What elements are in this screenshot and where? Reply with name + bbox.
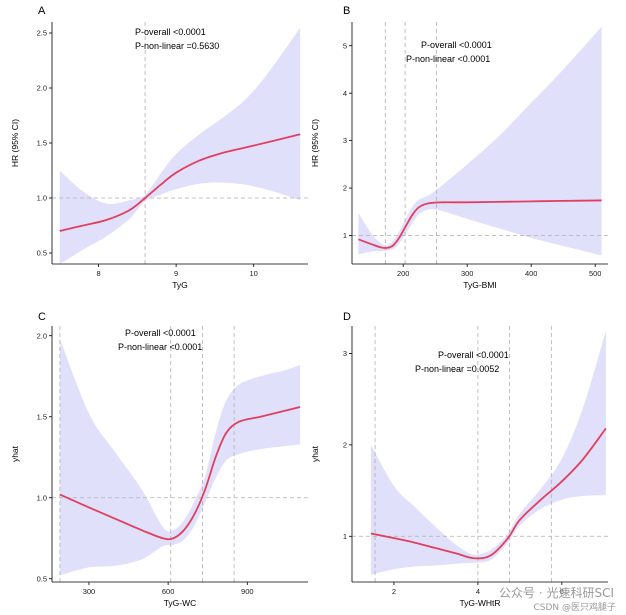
hr-curve: [59, 133, 301, 232]
panel-letter: C: [38, 311, 46, 323]
x-axis-title: TyG-WHtR: [459, 598, 500, 608]
x-tick-label: 400: [525, 269, 538, 278]
x-tick-label: 200: [397, 269, 410, 278]
y-tick-label: 2: [343, 440, 347, 449]
p-nonlinear-label: P-non-linear =0.5630: [135, 41, 219, 51]
p-nonlinear-label: P-non-linear =0.0052: [415, 364, 499, 374]
panel-a: A 8 9 10 0.5 1.0 1.5 2.0 2.5 TyG HR (95% CI) P-over…: [10, 5, 308, 290]
p-overall-label: P-overall <0.0001: [421, 40, 492, 50]
watermark-main: 公众号 · 光速科研SCI: [499, 586, 614, 600]
x-axis-title: TyG-BMI: [463, 280, 497, 290]
y-axis-title: HR (95% CI): [310, 119, 320, 167]
y-tick-label: 4: [343, 89, 347, 98]
watermark-sub: CSDN @医只鸡腿子: [533, 603, 616, 613]
y-tick-label: 1.5: [37, 412, 47, 421]
confidence-band: [59, 338, 301, 576]
x-tick-label: 2: [392, 587, 396, 596]
confidence-band: [358, 26, 602, 256]
confidence-band: [370, 330, 606, 575]
y-tick-label: 5: [343, 41, 347, 50]
y-tick-label: 1.5: [37, 139, 47, 148]
y-tick-label: 2.5: [37, 29, 47, 38]
panel-c: C 300 600 900 0.5 1.0 1.5 2.0 TyG-WC yhat P-overal…: [10, 311, 308, 608]
y-tick-label: 2.0: [37, 84, 47, 93]
panel-letter: D: [343, 311, 351, 323]
y-axis-title: yhat: [310, 445, 320, 462]
y-tick-label: 2: [343, 184, 347, 193]
x-tick-label: 900: [241, 587, 254, 596]
y-tick-label: 2.0: [37, 331, 47, 340]
y-tick-label: 1: [343, 532, 347, 541]
hr-curve: [358, 199, 602, 249]
y-tick-label: 3: [343, 349, 347, 358]
hr-curve: [370, 427, 607, 560]
x-tick-label: 500: [589, 269, 602, 278]
x-tick-label: 9: [174, 269, 178, 278]
y-tick-label: 1.0: [37, 493, 47, 502]
y-tick-label: 3: [343, 136, 347, 145]
x-tick-label: 8: [96, 269, 100, 278]
panel-letter: B: [343, 5, 350, 17]
hr-curve: [59, 406, 301, 541]
panel-b: B 200 300 400 500 1 2 3 4 5 TyG-BMI HR (95% CI) P-ov…: [310, 5, 608, 290]
x-tick-label: 300: [83, 587, 96, 596]
p-overall-label: P-overall <0.0001: [135, 27, 206, 37]
y-tick-label: 1.0: [37, 194, 47, 203]
x-tick-label: 10: [250, 269, 258, 278]
x-tick-label: 300: [461, 269, 474, 278]
y-tick-label: 1: [343, 231, 347, 240]
x-tick-label: 4: [476, 587, 480, 596]
p-overall-label: P-overall <0.0001: [125, 328, 196, 338]
p-nonlinear-label: P-non-linear <0.0001: [118, 342, 202, 352]
y-axis-title: HR (95% CI): [10, 119, 20, 167]
y-tick-label: 0.5: [37, 249, 47, 258]
x-axis-title: TyG-WC: [164, 598, 197, 608]
y-axis-title: yhat: [10, 445, 20, 462]
panel-d: D 2 4 6 1 2 3 TyG-WHtR yhat P-overall <0.0001 P-no…: [310, 311, 608, 608]
panel-letter: A: [38, 5, 46, 17]
y-tick-label: 0.5: [37, 574, 47, 583]
x-axis-title: TyG: [172, 280, 188, 290]
p-overall-label: P-overall <0.0001: [438, 350, 509, 360]
confidence-band: [59, 27, 301, 264]
p-nonlinear-label: P-non-linear <0.0001: [406, 54, 490, 64]
x-tick-label: 6: [560, 587, 564, 596]
x-tick-label: 600: [162, 587, 175, 596]
